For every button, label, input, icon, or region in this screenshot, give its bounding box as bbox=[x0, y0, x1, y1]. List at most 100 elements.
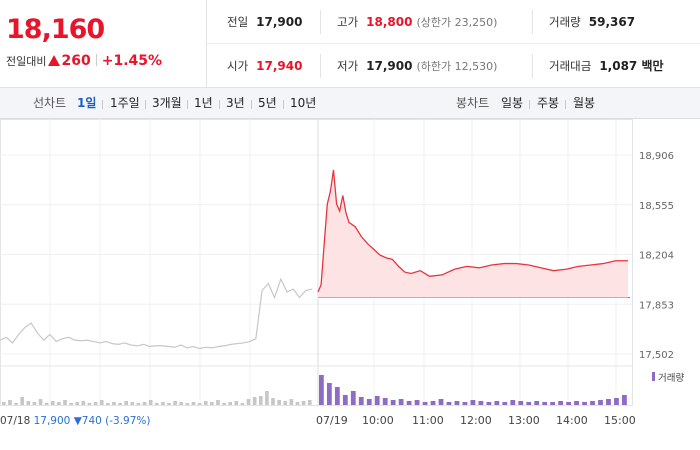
volume-bar bbox=[414, 400, 420, 405]
volume-bar bbox=[326, 383, 332, 405]
volume-bar bbox=[2, 402, 6, 405]
volume-bar bbox=[50, 401, 55, 405]
volume-bar bbox=[8, 400, 12, 405]
x-tick-label: 15:00 bbox=[604, 414, 636, 427]
volume-bar bbox=[277, 400, 281, 405]
chart-frame bbox=[0, 119, 633, 406]
volume-bar bbox=[130, 402, 135, 405]
volume-bar bbox=[210, 402, 214, 405]
stats-panel: 전일 17,900 고가 18,800 (상한가 23,250) 거래량 59,367 … bbox=[207, 0, 700, 88]
volume-bar bbox=[470, 400, 476, 405]
volume-bar bbox=[558, 401, 564, 405]
volume-bar bbox=[246, 399, 251, 405]
change-value: 260 bbox=[61, 53, 91, 69]
volume-bar bbox=[295, 402, 300, 405]
stat-value: 17,900 bbox=[256, 15, 303, 29]
up-arrow-icon bbox=[48, 55, 61, 66]
volume-bar bbox=[390, 400, 396, 405]
volume-bar bbox=[622, 395, 627, 405]
volume-bar bbox=[20, 397, 25, 405]
volume-bar bbox=[478, 401, 484, 405]
volume-bar bbox=[454, 401, 460, 405]
tab-weekly[interactable]: 주봉 bbox=[537, 96, 560, 110]
volume-bar bbox=[240, 403, 245, 405]
stats-row-1: 전일 17,900 고가 18,800 (상한가 23,250) 거래량 59,367 bbox=[207, 0, 700, 44]
stat-open: 시가 17,940 bbox=[227, 44, 302, 88]
volume-bar bbox=[582, 402, 587, 405]
stat-value: 18,800 bbox=[366, 15, 413, 29]
stat-high: 고가 18,800 (상한가 23,250) bbox=[337, 0, 497, 44]
price-box: 18,160 전일대비 260 +1.45% bbox=[0, 0, 207, 88]
quote-summary: 18,160 전일대비 260 +1.45% 전일 17,900 고가 18,800 (상… bbox=[0, 0, 700, 88]
volume-bar bbox=[382, 398, 388, 405]
volume-bar bbox=[75, 402, 80, 405]
stat-value: 59,367 bbox=[588, 15, 636, 29]
today-fill bbox=[318, 170, 628, 298]
divider bbox=[532, 10, 533, 34]
volume-bar bbox=[14, 403, 18, 405]
divider bbox=[187, 100, 188, 109]
volume-bar bbox=[574, 401, 579, 405]
volume-bar bbox=[265, 391, 269, 405]
volume-bar bbox=[606, 399, 611, 405]
tab-10y[interactable]: 10년 bbox=[290, 96, 317, 110]
chart-canvas[interactable]: 18,906 18,555 18,204 17,853 17,502 거래량 07/19 10… bbox=[0, 119, 700, 450]
volume-bar bbox=[342, 395, 348, 405]
tab-daily[interactable]: 일봉 bbox=[501, 96, 524, 110]
chart-period-tabs: 선차트 1일 1주일 3개월 1년 3년 5년 10년 봉차트 일봉 주봉 월봉 bbox=[0, 88, 700, 119]
stat-volume: 거래량 59,367 bbox=[549, 0, 635, 44]
tab-3y[interactable]: 3년 bbox=[226, 96, 245, 110]
volume-bar bbox=[197, 403, 202, 405]
stat-label: 전일 bbox=[227, 15, 249, 29]
prev-day-close: 17,900 bbox=[34, 415, 74, 427]
x-tick-label: 07/19 bbox=[316, 414, 348, 427]
divider bbox=[251, 100, 252, 109]
tab-1y[interactable]: 1년 bbox=[194, 96, 213, 110]
volume-bar bbox=[191, 402, 196, 405]
volume-bar bbox=[307, 400, 312, 405]
volume-bar bbox=[510, 400, 516, 405]
prev-day-change-pct: (-3.97%) bbox=[105, 415, 150, 427]
change-percent: +1.45% bbox=[101, 53, 163, 69]
volume-bar bbox=[228, 402, 233, 405]
volume-bar bbox=[185, 403, 190, 405]
x-tick-label: 13:00 bbox=[508, 414, 540, 427]
divider bbox=[529, 100, 530, 109]
stat-label: 저가 bbox=[337, 59, 359, 73]
volume-bar bbox=[142, 402, 147, 405]
x-tick-label: 14:00 bbox=[556, 414, 588, 427]
volume-bar bbox=[518, 401, 524, 405]
tab-5y[interactable]: 5년 bbox=[258, 96, 277, 110]
volume-bar bbox=[398, 399, 404, 405]
volume-bar bbox=[57, 402, 61, 405]
volume-bar bbox=[63, 400, 67, 405]
stat-value: 17,900 bbox=[366, 59, 413, 73]
tab-1d[interactable]: 1일 bbox=[77, 96, 97, 110]
volume-bar bbox=[179, 402, 184, 405]
volume-bar bbox=[99, 400, 104, 405]
volume-bar bbox=[598, 400, 603, 405]
volume-bar bbox=[258, 396, 263, 405]
divider bbox=[145, 100, 146, 109]
line-chart-label: 선차트 bbox=[33, 96, 67, 110]
volume-bar bbox=[542, 402, 548, 405]
stat-amount: 거래대금 1,087 백만 bbox=[549, 44, 664, 88]
volume-bar bbox=[446, 402, 452, 405]
volume-bar bbox=[173, 401, 177, 405]
volume-bar bbox=[350, 391, 356, 405]
prev-day-change: ▼740 bbox=[74, 415, 105, 427]
volume-bar bbox=[494, 401, 500, 405]
volume-bar bbox=[526, 402, 532, 405]
tab-monthly[interactable]: 월봉 bbox=[573, 96, 596, 110]
volume-bar bbox=[216, 400, 220, 405]
volume-bar bbox=[124, 401, 129, 405]
volume-bar bbox=[252, 397, 257, 405]
y-tick-label: 18,906 bbox=[639, 151, 674, 162]
tab-1w[interactable]: 1주일 bbox=[110, 96, 140, 110]
volume-bar bbox=[289, 399, 294, 405]
volume-bar bbox=[271, 398, 275, 405]
price-chart[interactable]: 18,906 18,555 18,204 17,853 17,502 거래량 07/19 10… bbox=[0, 119, 700, 450]
volume-bar bbox=[87, 403, 92, 405]
tab-3m[interactable]: 3개월 bbox=[152, 96, 182, 110]
current-price: 18,160 bbox=[6, 14, 105, 45]
